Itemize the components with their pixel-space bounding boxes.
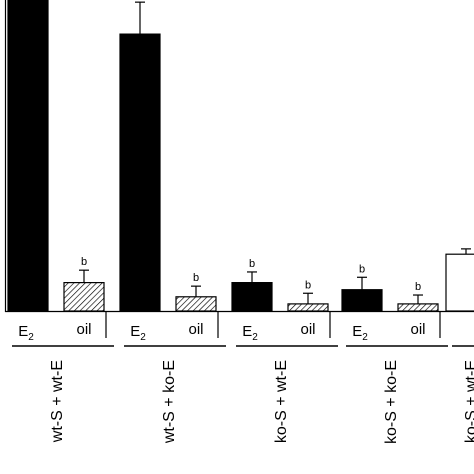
significance-label: b [249, 258, 255, 270]
treatment-label-e2: E2 [352, 323, 368, 343]
treatment-label-e2: E2 [242, 323, 258, 343]
bar [119, 33, 161, 312]
group-label: ko-S + wt-E [463, 360, 474, 443]
treatment-label-oil: oil [76, 321, 91, 338]
significance-label: b [305, 279, 311, 291]
group-label: ko-S + wt-E [273, 360, 290, 443]
bar [63, 282, 105, 312]
treatment-label-oil: oil [188, 321, 203, 338]
bar [175, 296, 217, 312]
bar [7, 0, 49, 312]
treatment-label-e2: E2 [18, 323, 34, 343]
treatment-label-e2: E2 [130, 323, 146, 343]
bar [341, 289, 383, 312]
bar [397, 303, 439, 312]
significance-label: b [359, 263, 365, 275]
significance-label: b [81, 256, 87, 268]
significance-label: b [193, 272, 199, 284]
group-label: ko-S + ko-E [383, 360, 400, 444]
group-label: wt-S + wt-E [49, 360, 66, 443]
group-label: wt-S + ko-E [161, 360, 178, 444]
bar [287, 303, 329, 312]
treatment-label-oil: oil [300, 321, 315, 338]
treatment-label-oil: oil [410, 321, 425, 338]
significance-label: b [415, 281, 421, 293]
bar [231, 282, 273, 312]
bar [445, 253, 474, 312]
